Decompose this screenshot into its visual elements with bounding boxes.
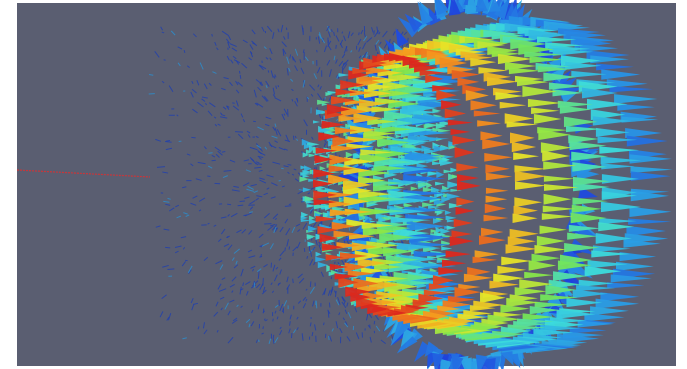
vector-glyph <box>304 248 305 252</box>
vector-glyph <box>239 71 240 74</box>
vector-glyph <box>261 254 262 257</box>
vector-glyph <box>317 50 318 52</box>
vector-glyph <box>212 160 216 161</box>
vector-glyph <box>149 75 153 76</box>
vector-glyph <box>359 32 360 35</box>
vector-glyph <box>166 141 170 142</box>
vector-glyph <box>263 326 264 329</box>
vector-glyph <box>260 246 262 247</box>
vector-glyph <box>222 151 226 152</box>
vector-glyph <box>323 322 324 325</box>
vector-glyph <box>335 262 336 264</box>
vector-glyph <box>290 321 291 326</box>
vector-glyph <box>273 339 274 344</box>
vector-glyph <box>310 281 311 287</box>
render-view <box>0 0 687 369</box>
vector-glyph <box>342 32 343 34</box>
vector-glyph <box>227 204 231 205</box>
vector-glyph <box>157 167 165 168</box>
vector-glyph <box>285 206 291 207</box>
vector-glyph <box>320 242 321 246</box>
vector-glyph <box>289 246 290 249</box>
vector-glyph <box>207 176 210 177</box>
vector-glyph <box>273 335 274 339</box>
vector-glyph <box>278 85 279 87</box>
vector-glyph <box>285 248 286 252</box>
vector-glyph <box>293 136 294 140</box>
vector-glyph <box>224 171 232 172</box>
vector-glyph <box>289 204 291 205</box>
vector-glyph <box>240 75 241 79</box>
vector-glyph <box>279 180 281 181</box>
vector-glyph <box>401 242 403 243</box>
vector-glyph <box>374 321 375 324</box>
vector-glyph <box>167 269 174 270</box>
vector-glyph <box>325 334 326 338</box>
vector-glyph <box>288 165 292 166</box>
vector-glyph <box>316 301 317 309</box>
vector-glyph <box>268 70 269 72</box>
vector-glyph <box>380 191 386 192</box>
vector-glyph <box>165 247 170 248</box>
vector-glyph <box>212 34 213 37</box>
vector-glyph <box>293 279 294 283</box>
vector-glyph <box>238 205 244 206</box>
vector-glyph <box>235 132 243 133</box>
page: (() => { JSON.parse(document.getElementB… <box>0 0 687 369</box>
